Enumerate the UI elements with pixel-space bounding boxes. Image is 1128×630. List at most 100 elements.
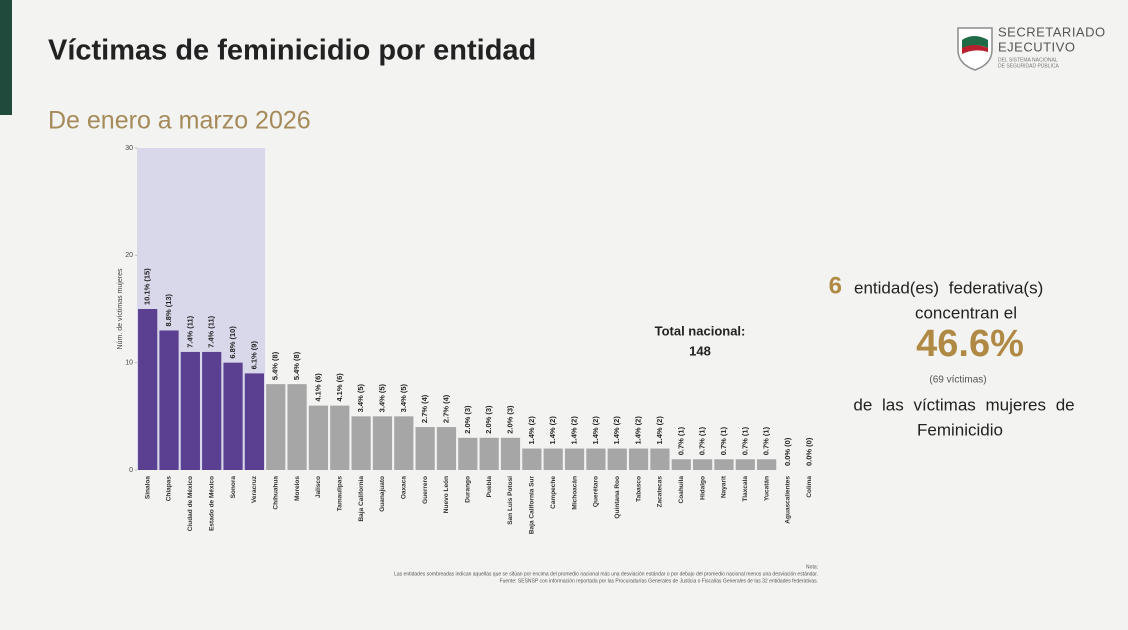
x-tick-label: Nuevo León (443, 476, 450, 513)
x-tick-label: Nayarit (721, 475, 728, 498)
x-tick-label: Coahuila (678, 476, 685, 504)
x-tick-label: Estado de México (208, 476, 215, 531)
bar (351, 416, 371, 470)
y-axis-label: Núm. de víctimas mujeres (117, 268, 124, 349)
x-tick-label: Ciudad de México (187, 476, 194, 531)
summary-text: Feminicidio (917, 420, 1003, 439)
value-label: 1.4% (2) (655, 416, 664, 445)
value-label: 2.7% (4) (441, 394, 450, 423)
bar (522, 448, 542, 470)
bar (757, 459, 777, 470)
bar (650, 448, 670, 470)
x-tick-label: Durango (465, 476, 472, 503)
x-tick-label: Zacatecas (657, 476, 664, 508)
bar (607, 448, 627, 470)
bar (628, 448, 649, 470)
total-label: Total nacional: (655, 323, 746, 338)
value-label: 1.4% (2) (570, 416, 579, 445)
x-tick-label: Sinaloa (144, 476, 151, 500)
title: Víctimas de feminicidio por entidad (48, 35, 536, 67)
value-label: 4.1% (6) (335, 373, 344, 402)
y-tick-label: 10 (125, 360, 133, 367)
bar (586, 448, 606, 470)
bar (436, 427, 457, 470)
value-label: 3.4% (5) (399, 383, 408, 412)
logo-text: DEL SISTEMA NACIONAL (998, 57, 1058, 63)
x-tick-label: Campeche (550, 476, 557, 509)
total-value: 148 (689, 343, 711, 358)
bar (330, 405, 350, 470)
note-label: Nota: (806, 564, 818, 570)
bar (180, 351, 200, 470)
summary-victims: (69 víctimas) (929, 375, 986, 386)
x-tick-label: San Luis Potosí (507, 476, 514, 525)
x-tick-label: Tlaxcala (742, 476, 749, 502)
x-tick-label: Aguascalientes (785, 476, 792, 524)
bar (693, 459, 713, 470)
value-label: 0.7% (1) (676, 426, 685, 455)
value-label: 3.4% (5) (377, 383, 386, 412)
value-label: 2.0% (3) (463, 405, 472, 434)
x-tick-label: Baja California Sur (529, 476, 536, 535)
value-label: 0.0% (0) (804, 437, 813, 466)
x-tick-label: Quintana Roo (614, 476, 621, 519)
source: Fuente: SESNSP con información reportada… (500, 578, 818, 584)
bar (714, 459, 734, 470)
value-label: 2.0% (3) (484, 405, 493, 434)
bar (415, 427, 435, 470)
x-tick-label: Jalisco (315, 476, 322, 498)
bar (543, 448, 563, 470)
value-label: 5.4% (8) (292, 351, 301, 380)
value-label: 3.4% (5) (356, 383, 365, 412)
value-label: 2.0% (3) (506, 405, 515, 434)
bar (372, 416, 393, 470)
value-label: 5.4% (8) (271, 351, 280, 380)
summary-count: 6 (829, 272, 842, 299)
bar (394, 416, 414, 470)
value-label: 4.1% (6) (313, 373, 322, 402)
bar (202, 351, 222, 470)
summary-percent: 46.6% (916, 323, 1024, 365)
y-tick-label: 0 (129, 467, 133, 474)
bar (308, 405, 329, 470)
logo-text: DE SEGURIDAD PÚBLICA (998, 62, 1060, 69)
value-label: 1.4% (2) (527, 416, 536, 445)
x-tick-label: Chihuahua (272, 476, 279, 510)
value-label: 0.7% (1) (762, 426, 771, 455)
summary-text: de las víctimas mujeres de (853, 395, 1074, 414)
bar (223, 362, 243, 470)
x-tick-label: Colima (806, 476, 813, 498)
bar (159, 330, 179, 470)
summary-text: entidad(es) federativa(s) (854, 278, 1043, 297)
logo: SECRETARIADO EJECUTIVO DEL SISTEMA NACIO… (957, 24, 1106, 71)
x-tick-label: Michoacán (571, 476, 578, 510)
accent-stripe (0, 0, 12, 115)
x-tick-label: Oaxaca (401, 476, 408, 500)
value-label: 6.1% (9) (249, 341, 258, 370)
value-label: 1.4% (2) (591, 416, 600, 445)
note: Las entidades sombreadas indican aquella… (394, 571, 818, 577)
value-label: 1.4% (2) (548, 416, 557, 445)
value-label: 7.4% (11) (207, 315, 216, 348)
plot: 0 10 20 30 Núm. de víctimas mujeres Sinaloa 10… (117, 145, 813, 534)
bar (671, 459, 691, 470)
logo-band (962, 45, 988, 54)
value-label: 8.8% (13) (164, 293, 173, 326)
value-label: 0.7% (1) (698, 426, 707, 455)
bar (500, 437, 521, 470)
x-tick-label: Sonora (230, 476, 237, 499)
x-tick-label: Puebla (486, 476, 493, 498)
summary-text: concentran el (915, 303, 1017, 322)
x-tick-label: Tamaulipas (336, 476, 343, 512)
value-label: 1.4% (2) (612, 416, 621, 445)
highlight-region (137, 148, 266, 470)
x-tick-label: Tabasco (635, 476, 642, 502)
y-tick-label: 30 (125, 145, 133, 152)
x-tick-label: Morelos (294, 476, 301, 501)
bar (458, 437, 478, 470)
value-label: 0.7% (1) (740, 426, 749, 455)
logo-text: SECRETARIADO (998, 24, 1106, 39)
x-tick-label: Yucatán (763, 476, 770, 501)
